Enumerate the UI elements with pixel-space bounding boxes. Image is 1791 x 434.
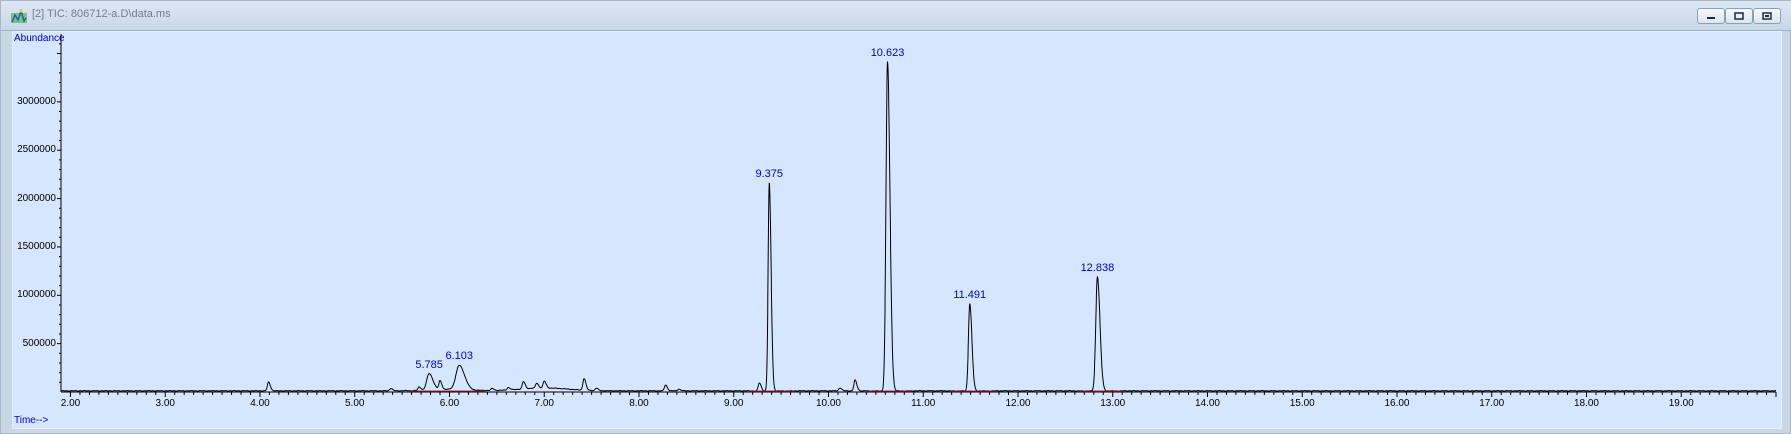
x-tick-label: 19.00 xyxy=(1668,398,1694,409)
x-tick-label: 2.00 xyxy=(60,398,81,409)
x-tick-label: 15.00 xyxy=(1289,398,1315,409)
peak-label: 9.375 xyxy=(755,167,784,180)
x-tick-label: 13.00 xyxy=(1100,398,1126,409)
peak-label: 11.491 xyxy=(953,288,987,301)
x-tick-label: 16.00 xyxy=(1384,398,1410,409)
x-tick-label: 18.00 xyxy=(1573,398,1599,409)
x-tick-label: 3.00 xyxy=(155,398,175,409)
peak-label: 10.623 xyxy=(870,47,905,60)
y-tick-label: 500000 xyxy=(22,337,56,349)
y-tick-label: 1500000 xyxy=(17,240,56,252)
x-tick-label: 5.00 xyxy=(344,398,365,409)
close-button[interactable] xyxy=(1753,8,1781,24)
y-axis-title: Abundance xyxy=(14,33,65,44)
x-tick-label: 8.00 xyxy=(629,398,649,409)
peak-label: 5.785 xyxy=(415,358,443,371)
x-tick-label: 6.00 xyxy=(439,398,460,409)
minimize-icon xyxy=(1707,17,1715,19)
x-tick-label: 9.00 xyxy=(724,398,744,409)
x-axis-title: Time--> xyxy=(14,415,49,426)
x-tick-label: 11.00 xyxy=(911,398,936,409)
y-tick-label: 3000000 xyxy=(17,95,56,107)
x-tick-label: 4.00 xyxy=(250,398,270,409)
close-icon xyxy=(1762,12,1772,20)
peak-label: 12.838 xyxy=(1080,261,1115,274)
window-title: [2] TIC: 806712-a.D\data.ms xyxy=(32,8,171,20)
minimize-button[interactable] xyxy=(1697,8,1725,24)
x-tick-label: 10.00 xyxy=(815,398,841,409)
x-tick-label: 14.00 xyxy=(1194,398,1220,409)
y-tick-label: 2000000 xyxy=(17,192,56,204)
y-tick-label: 1000000 xyxy=(17,289,56,301)
y-tick-label: 2500000 xyxy=(17,144,56,156)
restore-button[interactable] xyxy=(1725,8,1753,24)
tic-trace-line xyxy=(61,60,1776,392)
title-bar[interactable]: [2] TIC: 806712-a.D\data.ms xyxy=(1,1,1791,31)
chromatogram-app-icon xyxy=(11,9,27,23)
peak-label: 6.103 xyxy=(445,350,473,363)
x-tick-label: 12.00 xyxy=(1005,398,1031,409)
restore-icon xyxy=(1734,12,1744,20)
x-tick-label: 17.00 xyxy=(1479,398,1505,409)
tic-chart xyxy=(57,34,1777,397)
chromatogram-plot-area[interactable]: Abundance Time--> 2.00 3.00 4.00 5.00 6.00 7.… xyxy=(12,31,1782,429)
x-tick-label: 7.00 xyxy=(534,398,554,409)
